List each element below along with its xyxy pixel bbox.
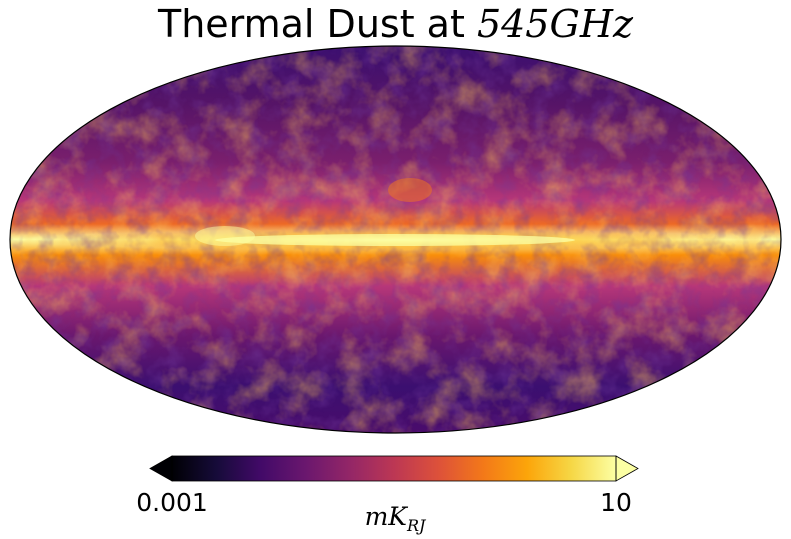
ophiuchus-cloud	[388, 178, 432, 202]
title-frequency: 545GHz	[476, 2, 633, 46]
cygnus-region	[195, 226, 255, 246]
colorbar-label-sub: RJ	[406, 516, 426, 535]
colorbar-tick-max: 10	[600, 488, 632, 517]
colorbar-extend-low	[149, 455, 173, 482]
title-text: Thermal Dust at	[157, 2, 477, 46]
colorbar-tick-min: 0.001	[136, 488, 208, 517]
map-outline	[9, 45, 782, 434]
colorbar	[149, 455, 639, 482]
colorbar-frame	[171, 455, 617, 482]
colorbar-gradient	[172, 456, 616, 481]
map-title: Thermal Dust at 545GHz	[0, 2, 791, 46]
colorbar-label: mKRJ	[365, 502, 426, 535]
galactic-center	[215, 234, 575, 246]
colorbar-extend-high	[615, 455, 639, 482]
mollweide-map	[10, 46, 781, 433]
colorbar-label-main: mK	[364, 502, 407, 531]
